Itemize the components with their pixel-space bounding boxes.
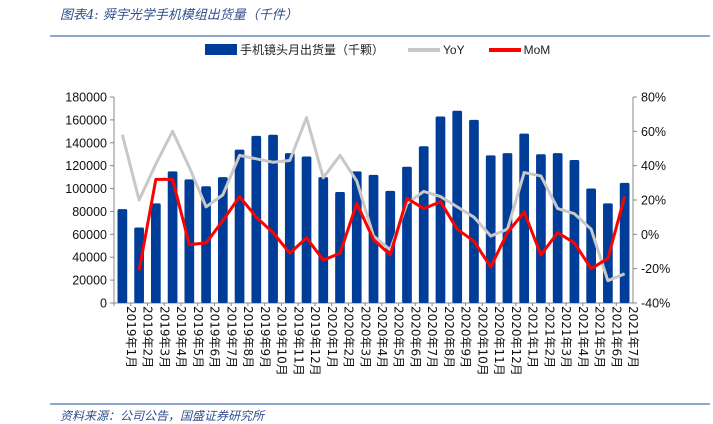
x-tick-label: 2020年4月 <box>375 306 389 368</box>
left-tick-label: 20000 <box>72 274 107 288</box>
right-tick-label: -20% <box>641 262 670 276</box>
bar-shipments <box>402 167 412 303</box>
bar-shipments <box>553 153 563 303</box>
x-tick-label: 2019年1月 <box>124 306 138 368</box>
x-tick-label: 2019年8月 <box>241 306 255 368</box>
left-tick-label: 40000 <box>72 251 107 265</box>
x-tick-label: 2019年6月 <box>208 306 222 368</box>
x-tick-label: 2020年2月 <box>342 306 356 368</box>
x-tick-label: 2020年12月 <box>509 306 523 376</box>
bar-shipments <box>318 177 328 303</box>
left-tick-label: 60000 <box>72 228 107 242</box>
left-tick-label: 140000 <box>65 136 107 150</box>
x-tick-label: 2019年10月 <box>275 306 289 376</box>
right-tick-label: 80% <box>641 91 666 105</box>
left-tick-label: 180000 <box>65 91 107 105</box>
x-tick-label: 2019年5月 <box>191 306 205 368</box>
left-tick-label: 100000 <box>65 182 107 196</box>
bar-shipments <box>151 203 161 303</box>
source-note: 资料来源：公司公告，国盛证券研究所 <box>60 407 264 424</box>
bar-shipments <box>235 150 245 303</box>
x-tick-label: 2021年2月 <box>542 306 556 368</box>
x-tick-label: 2019年3月 <box>157 306 171 368</box>
x-tick-label: 2021年7月 <box>626 306 640 368</box>
bar-shipments <box>486 155 496 303</box>
x-tick-label: 2019年9月 <box>258 306 272 368</box>
x-tick-label: 2020年6月 <box>408 306 422 368</box>
bar-shipments <box>586 189 596 303</box>
bar-shipments <box>570 160 580 303</box>
bar-shipments <box>419 146 429 303</box>
x-tick-label: 2021年3月 <box>559 306 573 368</box>
x-tick-label: 2020年9月 <box>459 306 473 368</box>
line-mom <box>139 179 625 270</box>
x-tick-label: 2020年5月 <box>392 306 406 368</box>
right-tick-label: 20% <box>641 194 666 208</box>
right-tick-label: -40% <box>641 297 670 311</box>
x-tick-label: 2021年6月 <box>609 306 623 368</box>
bar-shipments <box>285 153 295 303</box>
x-tick-label: 2020年10月 <box>475 306 489 376</box>
x-tick-label: 2021年1月 <box>526 306 540 368</box>
x-tick-label: 2019年2月 <box>141 306 155 368</box>
x-tick-label: 2019年11月 <box>291 306 305 376</box>
left-tick-label: 0 <box>100 297 107 311</box>
x-tick-label: 2019年7月 <box>224 306 238 368</box>
right-tick-label: 60% <box>641 125 666 139</box>
bar-shipments <box>302 157 312 303</box>
x-tick-label: 2020年11月 <box>492 306 506 376</box>
right-tick-label: 0% <box>641 228 659 242</box>
x-tick-label: 2020年7月 <box>425 306 439 368</box>
left-tick-label: 80000 <box>72 205 107 219</box>
right-tick-label: 40% <box>641 159 666 173</box>
x-tick-label: 2020年1月 <box>325 306 339 368</box>
x-tick-label: 2020年3月 <box>358 306 372 368</box>
bar-shipments <box>118 209 128 303</box>
x-tick-label: 2019年12月 <box>308 306 322 376</box>
x-tick-label: 2020年8月 <box>442 306 456 368</box>
x-tick-label: 2019年4月 <box>174 306 188 368</box>
x-tick-label: 2021年5月 <box>593 306 607 368</box>
footer-divider <box>50 403 710 405</box>
bar-shipments <box>268 135 278 303</box>
x-tick-label: 2021年4月 <box>576 306 590 368</box>
bar-shipments <box>469 120 479 303</box>
left-tick-label: 160000 <box>65 113 107 127</box>
left-tick-label: 120000 <box>65 159 107 173</box>
